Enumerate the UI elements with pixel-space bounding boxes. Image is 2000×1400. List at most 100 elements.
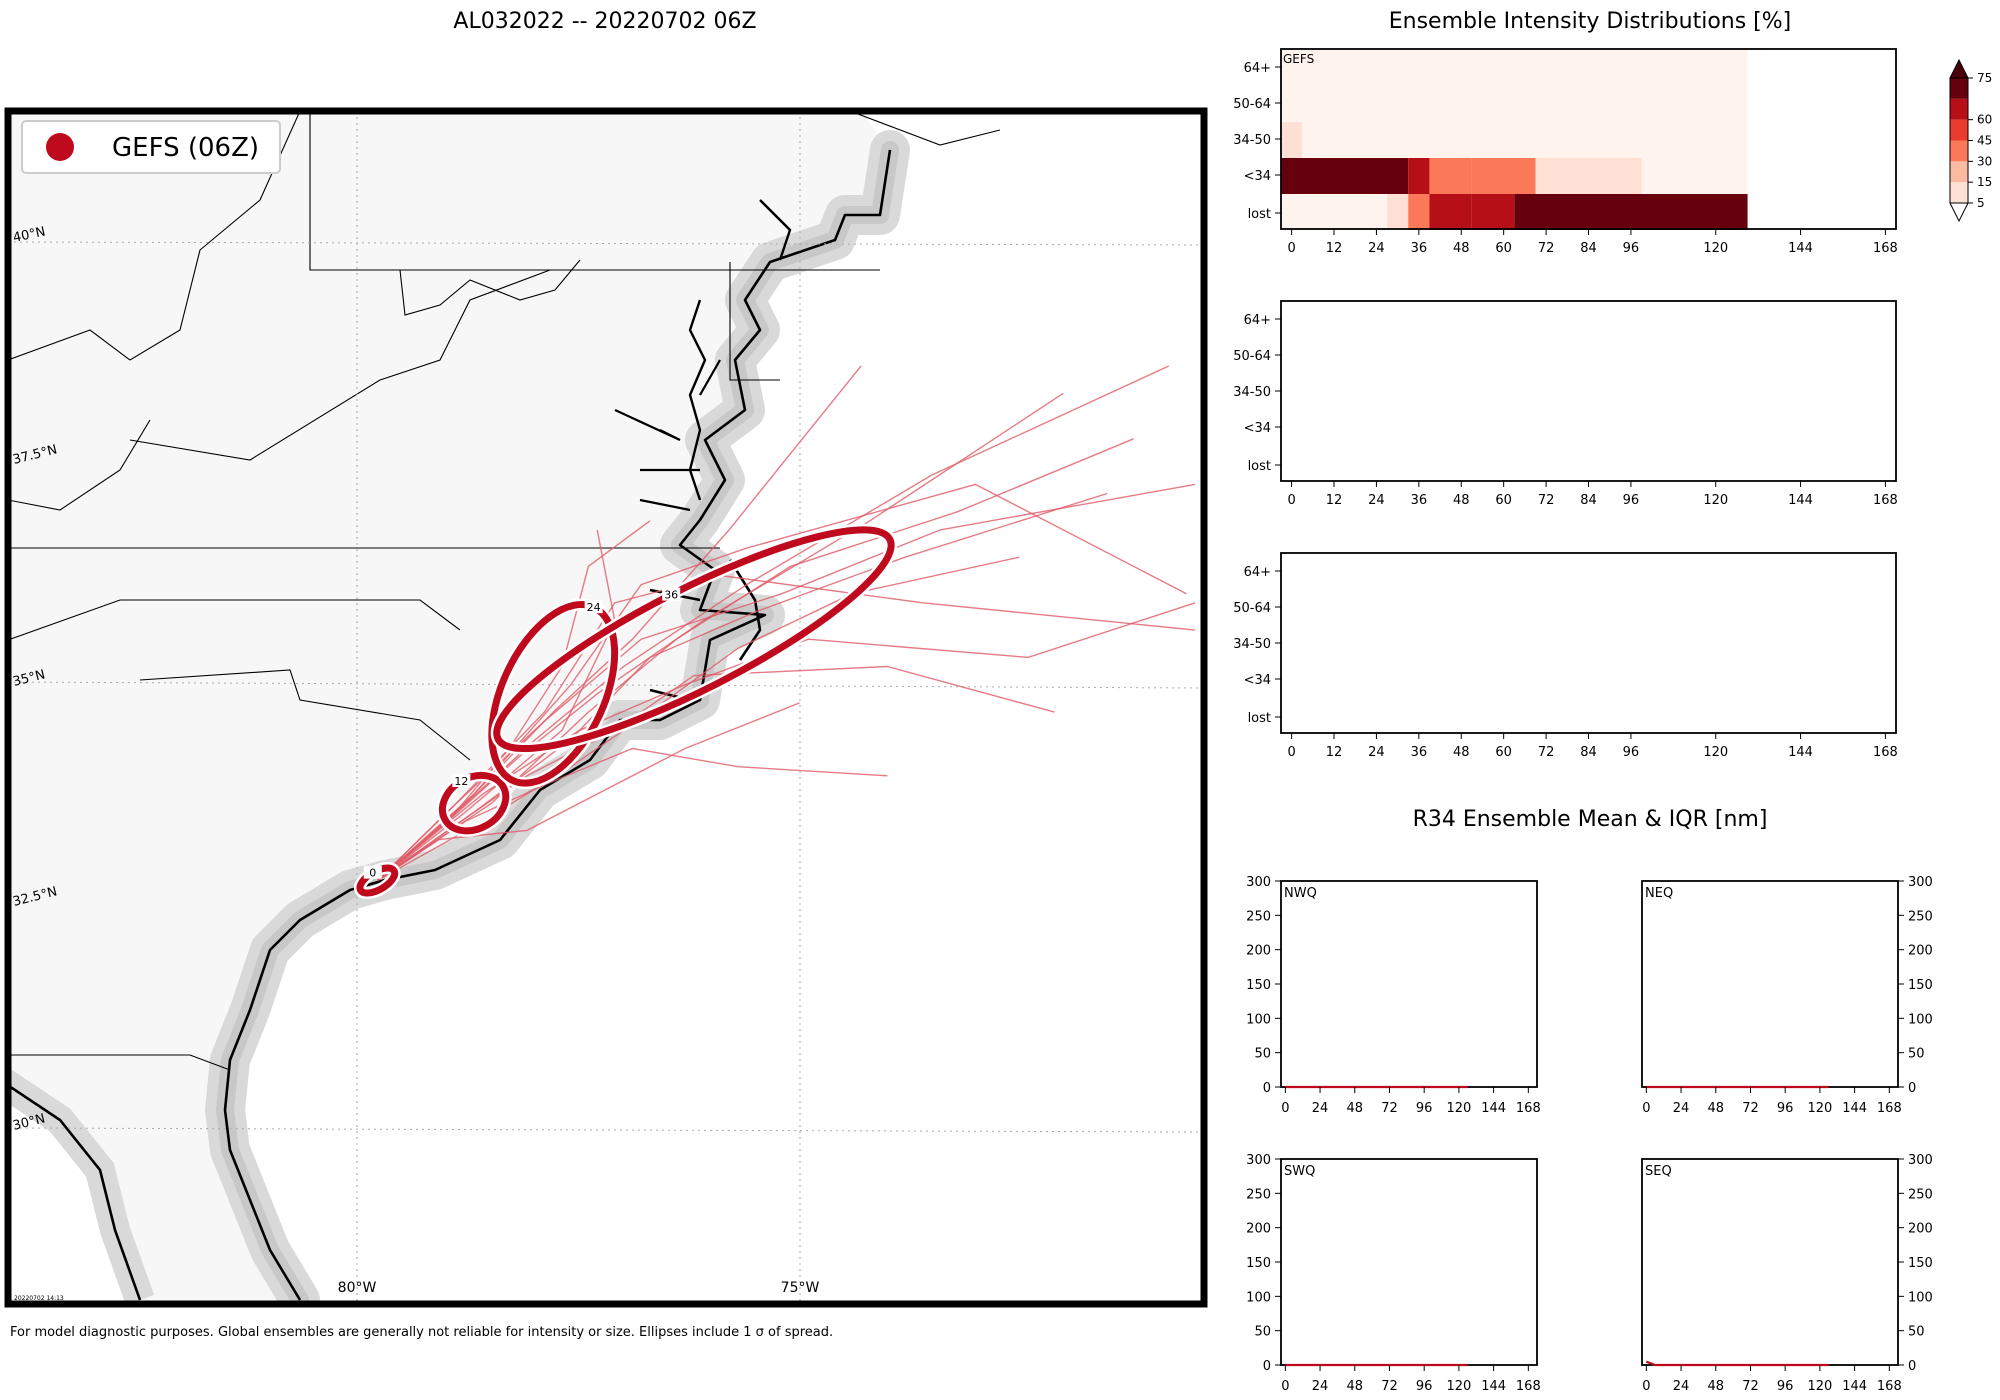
- x-tick-label: 24: [1312, 1101, 1329, 1116]
- map-legend: GEFS (06Z): [21, 120, 281, 174]
- ellipse-hour-label: 0: [369, 867, 376, 880]
- intensity-cell: [1471, 158, 1536, 194]
- intensity-cell: [1471, 194, 1515, 230]
- y-tick-label: 0: [1908, 1359, 1916, 1374]
- y-tick-label: 50: [1254, 1325, 1271, 1340]
- intensity-cell: [1408, 194, 1430, 230]
- x-tick-label: 72: [1538, 493, 1555, 508]
- y-tick-label: 250: [1246, 909, 1271, 924]
- intensity-cell: [1281, 122, 1303, 158]
- colorbar-tick-label: 30: [1977, 154, 1992, 168]
- colorbar-tick-label: 5: [1977, 196, 1985, 210]
- intensity-cell: [1281, 158, 1409, 194]
- r34-frame: [1280, 1158, 1538, 1366]
- ensemble-track: [376, 483, 1187, 882]
- y-tick-label: <34: [1244, 169, 1271, 184]
- x-tick-label: 96: [1416, 1101, 1433, 1116]
- y-tick-label: 300: [1908, 1153, 1933, 1168]
- x-tick-label: 48: [1453, 241, 1470, 256]
- x-tick-label: 0: [1642, 1101, 1650, 1116]
- x-tick-label: 12: [1326, 493, 1343, 508]
- y-tick-label: 50-64: [1233, 349, 1271, 364]
- x-tick-label: 48: [1346, 1379, 1363, 1394]
- x-tick-label: 120: [1446, 1101, 1471, 1116]
- colorbar-swatch: [1950, 161, 1968, 183]
- figure-title: AL032022 -- 20220702 06Z: [453, 9, 756, 34]
- spread-ellipses: 0 12 24 36: [353, 523, 898, 900]
- intensity-cell: [1281, 194, 1388, 230]
- y-tick-label: 0: [1263, 1081, 1271, 1096]
- x-tick-label: 0: [1287, 241, 1295, 256]
- legend-box: [21, 120, 281, 174]
- ensemble-track: [376, 365, 862, 882]
- ellipse-hour-label: 36: [664, 589, 678, 602]
- x-tick-label: 84: [1580, 241, 1597, 256]
- y-tick-label: 50-64: [1233, 601, 1271, 616]
- footnote: For model diagnostic purposes. Global en…: [10, 1325, 833, 1340]
- x-tick-label: 96: [1777, 1379, 1794, 1394]
- x-tick-label: 12: [1326, 241, 1343, 256]
- r34-panel-label: SEQ: [1645, 1164, 1672, 1179]
- y-tick-label: 34-50: [1233, 385, 1271, 400]
- x-tick-label: 120: [1703, 241, 1728, 256]
- colorbar-tick-label: 60: [1977, 113, 1992, 127]
- y-tick-label: 200: [1246, 1222, 1271, 1237]
- x-tick-label: 144: [1788, 241, 1813, 256]
- coastline: [223, 149, 892, 1301]
- r34-frame: [1280, 880, 1538, 1088]
- y-tick-label: 100: [1246, 1012, 1271, 1027]
- y-tick-label: 0: [1908, 1081, 1916, 1096]
- r34-frame: [1641, 880, 1899, 1088]
- ensemble-track: [376, 365, 1170, 882]
- x-tick-label: 72: [1742, 1379, 1759, 1394]
- intensity-frame-3: [1280, 552, 1897, 734]
- lon-label-80: 80°W: [338, 1280, 377, 1296]
- colorbar-swatch: [1950, 119, 1968, 141]
- x-tick-label: 48: [1453, 745, 1470, 760]
- x-tick-label: 48: [1707, 1101, 1724, 1116]
- intensity-cell: [1429, 194, 1472, 230]
- y-tick-label: lost: [1248, 459, 1271, 474]
- x-tick-label: 24: [1673, 1379, 1690, 1394]
- x-tick-label: 72: [1381, 1379, 1398, 1394]
- intensity-cell: [1281, 86, 1748, 122]
- colorbar-extend-min: [1949, 202, 1969, 223]
- y-tick-label: 0: [1263, 1359, 1271, 1374]
- x-tick-label: 0: [1281, 1379, 1289, 1394]
- intensity-panel-label: GEFS: [1283, 52, 1314, 66]
- intensity-cell: [1281, 50, 1748, 86]
- x-tick-label: 144: [1842, 1101, 1867, 1116]
- intensity-colorbar: 5 15 30 45 60 75: [1949, 58, 1992, 223]
- x-tick-label: 168: [1877, 1379, 1902, 1394]
- y-tick-label: 250: [1246, 1187, 1271, 1202]
- y-tick-label: 250: [1908, 909, 1933, 924]
- intensity-cell: [1387, 194, 1409, 230]
- x-tick-label: 72: [1742, 1101, 1759, 1116]
- colorbar-swatch: [1950, 182, 1968, 203]
- ellipse-hour-label: 12: [454, 775, 468, 788]
- x-tick-label: 96: [1777, 1101, 1794, 1116]
- ellipse-label-bg: [452, 774, 471, 788]
- intensity-panel-2: 64+ 50-64 34-50 <34 lost 0 12 24 36 48 60 72 84 96 12…: [1233, 300, 1898, 508]
- x-tick-label: 144: [1842, 1379, 1867, 1394]
- x-tick-label: 48: [1453, 493, 1470, 508]
- ensemble-track: [377, 438, 1134, 882]
- x-tick-label: 36: [1411, 493, 1428, 508]
- intensity-cell: [1302, 122, 1748, 158]
- x-tick-label: 120: [1807, 1379, 1832, 1394]
- y-tick-label: 150: [1908, 978, 1933, 993]
- y-tick-label: 150: [1908, 1256, 1933, 1271]
- x-tick-label: 144: [1481, 1379, 1506, 1394]
- x-tick-label: 120: [1703, 745, 1728, 760]
- intensity-cell: [1514, 194, 1748, 230]
- x-tick-label: 36: [1411, 241, 1428, 256]
- intensity-cell: [1641, 158, 1748, 194]
- ellipse-label-bg: [363, 865, 382, 879]
- x-tick-label: 144: [1788, 493, 1813, 508]
- y-tick-label: 50: [1908, 1325, 1925, 1340]
- x-tick-label: 96: [1416, 1379, 1433, 1394]
- y-tick-label: 64+: [1244, 565, 1271, 580]
- y-tick-label: 200: [1246, 944, 1271, 959]
- intensity-cell: [1535, 158, 1642, 194]
